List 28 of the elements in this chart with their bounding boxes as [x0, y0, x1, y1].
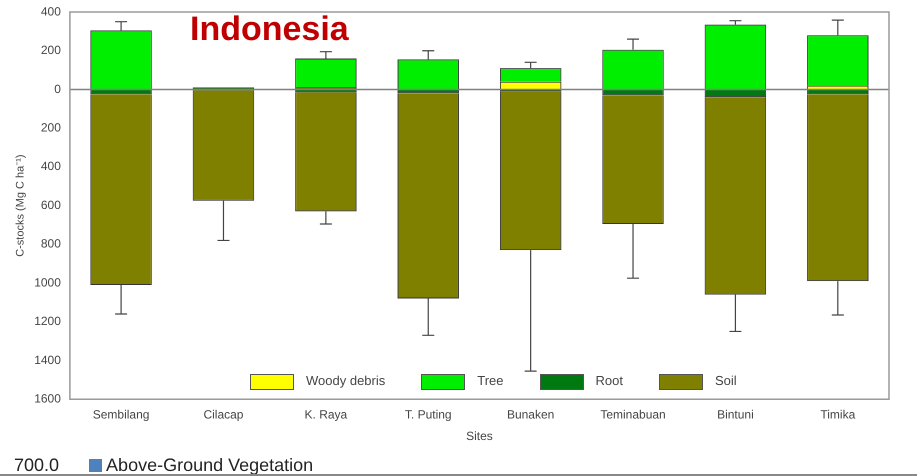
x-tick-label: Teminabuan: [600, 408, 666, 422]
y-tick-label: 1400: [34, 352, 62, 367]
x-tick-label: Cilacap: [203, 408, 244, 422]
x-tick-label: Bintuni: [717, 408, 754, 422]
x-tick-label: Sembilang: [92, 408, 150, 422]
y-tick-label: 1000: [34, 275, 62, 290]
y-axis-title: C-stocks (Mg C ha⁻¹): [14, 154, 27, 257]
x-axis-title: Sites: [466, 429, 493, 444]
x-tick-label: Timika: [820, 408, 856, 422]
legend-label: Root: [594, 373, 623, 390]
y-tick-label: 1600: [34, 392, 62, 406]
y-tick-label: 0: [54, 82, 62, 96]
x-tick-label: K. Raya: [304, 408, 348, 422]
legend-label: Soil: [714, 373, 737, 390]
y-tick-label: 800: [40, 236, 62, 251]
y-tick-label: 400: [40, 159, 62, 174]
text: 700.0: [14, 455, 60, 476]
text: Above-Ground Vegetation: [106, 455, 314, 476]
x-tick-label: T. Puting: [404, 408, 452, 422]
y-tick-label: 400: [40, 4, 62, 18]
y-tick-label: 600: [40, 198, 62, 212]
legend-label: Tree: [476, 373, 504, 390]
x-tick-label: Bunaken: [506, 408, 554, 422]
y-tick-label: 200: [40, 120, 62, 134]
y-tick-label: 200: [40, 43, 62, 58]
chart-title: Indonesia: [190, 10, 349, 49]
y-tick-label: 1200: [34, 314, 62, 328]
legend-label: Woody debris: [305, 373, 386, 390]
